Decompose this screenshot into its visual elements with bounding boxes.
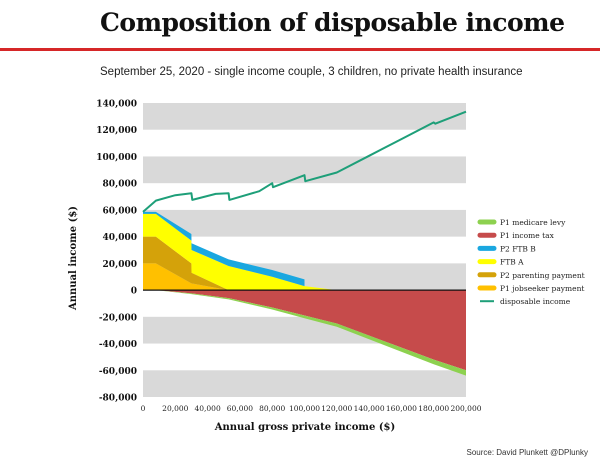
x-tick-label: 60,000 [227, 404, 253, 413]
title-rule [0, 48, 600, 51]
chart-subtitle: September 25, 2020 - single income coupl… [100, 66, 523, 78]
x-axis-label: Annual gross private income ($) [214, 422, 396, 433]
y-tick-label: 60,000 [103, 206, 137, 216]
area-income-tax [143, 290, 466, 371]
y-axis-ticks: -80,000 -60,000 -40,000 -20,000 0 20,000 40,00… [96, 100, 137, 404]
x-tick-label: 0 [141, 404, 146, 413]
legend-label-disposable-income: disposable income [500, 297, 571, 306]
legend-label-income-tax: P1 income tax [500, 231, 555, 240]
stacked-areas [143, 211, 466, 376]
y-tick-label: -60,000 [99, 367, 137, 377]
x-tick-label: 40,000 [194, 404, 220, 413]
grid-band [143, 370, 466, 397]
legend-label-parenting-payment: P2 parenting payment [500, 271, 585, 280]
y-tick-label: 100,000 [96, 153, 137, 163]
grid-band [143, 103, 466, 130]
source-credit: Source: David Plunkett @DPlunky [466, 448, 588, 457]
x-tick-label: 20,000 [162, 404, 188, 413]
y-tick-label: 40,000 [103, 233, 137, 243]
disposable-income-line [142, 110, 467, 213]
y-tick-label: 0 [131, 287, 137, 297]
y-tick-label: -40,000 [99, 340, 137, 350]
x-tick-label: 100,000 [289, 404, 320, 413]
legend-label-ftb-b: P2 FTB B [500, 244, 536, 253]
area-ftb-b [143, 211, 466, 291]
y-tick-label: -80,000 [99, 394, 137, 404]
x-tick-label: 160,000 [386, 404, 417, 413]
page-title: Composition of disposable income [100, 8, 565, 37]
x-tick-label: 180,000 [418, 404, 449, 413]
x-tick-label: 80,000 [259, 404, 285, 413]
area-ftb-a [143, 213, 466, 291]
y-tick-label: 120,000 [96, 126, 137, 136]
x-tick-label: 140,000 [354, 404, 385, 413]
y-tick-label: 20,000 [103, 260, 137, 270]
x-tick-label: 200,000 [450, 404, 481, 413]
legend-label-medicare-levy: P1 medicare levy [500, 218, 566, 227]
y-tick-label: -20,000 [99, 313, 137, 323]
y-axis-label: Annual income ($) [68, 206, 79, 311]
y-tick-label: 80,000 [103, 180, 137, 190]
legend-label-ftb-a: FTB A [500, 258, 524, 267]
x-axis-ticks: 0 20,000 40,000 60,000 80,000 100,000 120,000 1… [141, 404, 482, 413]
grid-band [143, 209, 466, 237]
legend-label-jobseeker-payment: P1 jobseeker payment [500, 284, 584, 293]
y-tick-label: 140,000 [96, 100, 137, 110]
x-tick-label: 120,000 [321, 404, 352, 413]
disposable-income-line-group [142, 110, 467, 213]
legend: P1 medicare levy P1 income tax P2 FTB B FTB… [477, 218, 585, 306]
area-jobseeker-payment [143, 263, 466, 291]
